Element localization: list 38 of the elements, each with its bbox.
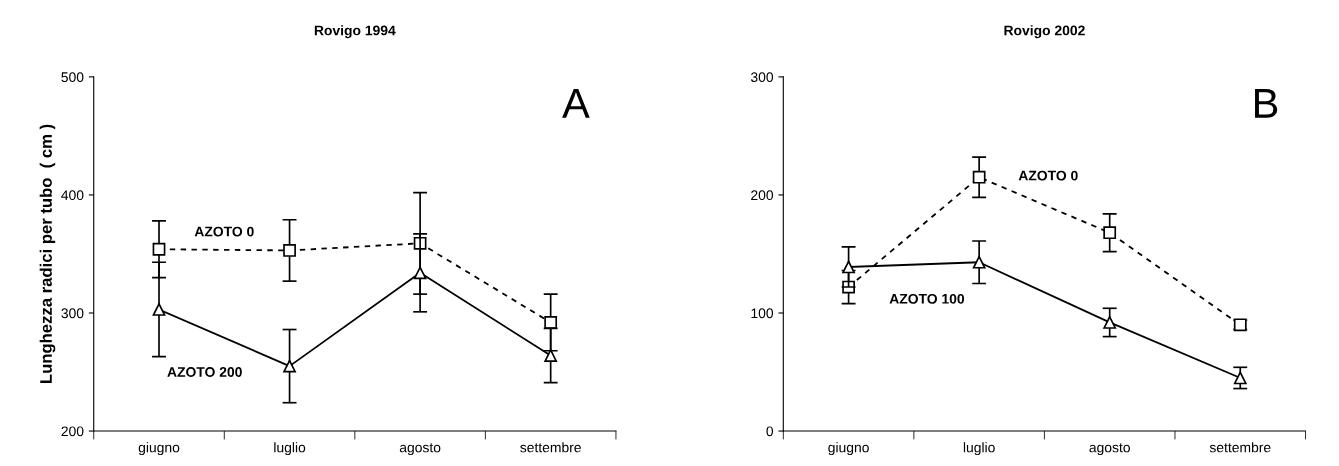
chart-title: Rovigo 1994 bbox=[314, 25, 396, 39]
series-label: AZOTO 0 bbox=[194, 226, 254, 237]
point bbox=[1103, 226, 1117, 240]
point bbox=[544, 316, 558, 329]
annotation: B bbox=[1255, 89, 1278, 118]
point bbox=[1233, 371, 1247, 385]
point bbox=[842, 260, 855, 274]
y-tick-label: 500 bbox=[61, 72, 84, 83]
series-label: AZOTO 0 bbox=[1018, 170, 1078, 181]
y-tick-label: 400 bbox=[61, 190, 84, 201]
x-tick-label: agosto bbox=[1089, 443, 1130, 456]
point bbox=[413, 266, 427, 280]
x-tick-label: giugno bbox=[138, 442, 180, 456]
y-tick-label: 200 bbox=[61, 426, 84, 437]
point bbox=[152, 242, 166, 256]
point bbox=[283, 244, 296, 257]
x-tick-label: luglio bbox=[963, 442, 995, 456]
point bbox=[152, 303, 166, 316]
chart-title: Rovigo 2002 bbox=[1004, 25, 1085, 39]
point bbox=[1103, 316, 1117, 329]
point bbox=[972, 170, 986, 184]
text: AZOTO 100 bbox=[889, 293, 965, 304]
point bbox=[283, 359, 296, 373]
y-tick-label: 300 bbox=[61, 308, 84, 319]
point bbox=[544, 349, 558, 362]
x-tick-label: agosto bbox=[399, 443, 441, 456]
x-tick-label: settembre bbox=[520, 442, 581, 453]
x-tick-label: settembre bbox=[1209, 442, 1271, 453]
y-tick-label: 0 bbox=[766, 426, 774, 437]
series-label: AZOTO 200 bbox=[167, 367, 242, 377]
point bbox=[972, 255, 986, 269]
y-tick-label: 300 bbox=[750, 72, 774, 83]
y-axis-title: Lunghezza radici per tubo ( cm ) bbox=[39, 124, 56, 383]
annotation: A bbox=[562, 89, 590, 118]
x-tick-label: luglio bbox=[274, 442, 306, 456]
x-tick-label: giugno bbox=[828, 442, 869, 456]
y-tick-label: 100 bbox=[751, 308, 774, 319]
y-tick-label: 200 bbox=[751, 190, 774, 201]
